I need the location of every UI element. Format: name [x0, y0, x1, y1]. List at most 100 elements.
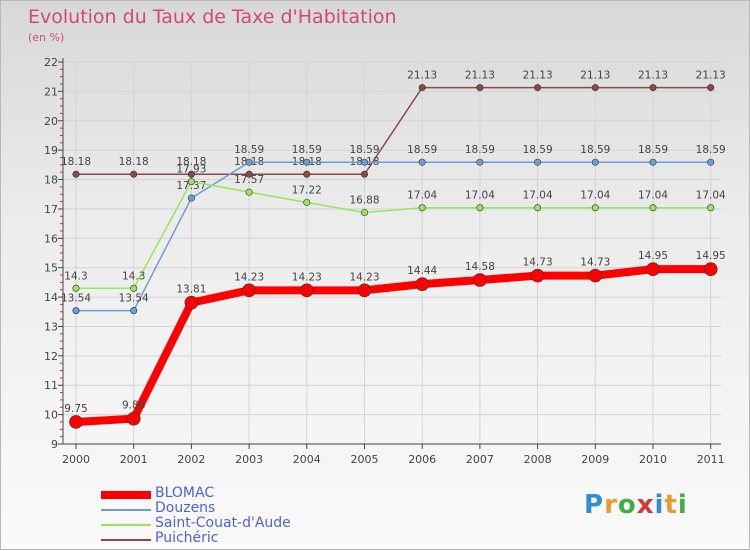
data-point [187, 178, 195, 186]
series-line [76, 180, 711, 290]
data-label: 14.23 [349, 271, 379, 283]
data-label: 14.95 [696, 250, 726, 262]
data-label: 14.23 [234, 271, 264, 283]
data-label: 18.18 [176, 156, 206, 168]
x-tick-label: 2000 [62, 453, 90, 466]
series-saint-couat-d-aude: 14.3 14.3 17.93 17.57 17.22 16.88 17.04 17.04 17… [64, 164, 726, 292]
data-point [591, 204, 599, 212]
data-point [357, 283, 372, 298]
data-point [473, 273, 487, 287]
data-point [476, 204, 484, 212]
data-point [130, 307, 138, 315]
data-point [360, 208, 368, 216]
data-point [707, 84, 715, 92]
data-point [707, 158, 715, 166]
x-tick-label: 2005 [351, 453, 379, 466]
data-point [187, 170, 195, 178]
logo-letter: o [617, 490, 637, 520]
x-tick-label: 2009 [581, 453, 609, 466]
data-label: 17.04 [523, 190, 553, 202]
data-label: 21.13 [407, 70, 437, 82]
data-point [130, 170, 138, 178]
data-point [299, 283, 314, 298]
y-tick-label: 14 [44, 291, 58, 304]
y-tick-label: 10 [44, 409, 58, 422]
data-label: 18.59 [234, 144, 264, 156]
data-point [418, 158, 426, 166]
x-tick-label: 2011 [697, 453, 725, 466]
data-point [245, 188, 253, 196]
y-tick-label: 11 [44, 379, 58, 392]
series-line [75, 265, 711, 426]
logo-letter: i [654, 490, 665, 520]
data-point [534, 84, 542, 92]
y-tick-label: 16 [44, 232, 58, 245]
x-tick-label: 2006 [408, 453, 436, 466]
x-tick-label: 2008 [524, 453, 552, 466]
data-label: 21.13 [580, 70, 610, 82]
data-point [126, 411, 141, 426]
y-tick-label: 13 [44, 320, 58, 333]
data-point [649, 204, 657, 212]
data-point [646, 262, 660, 276]
data-label: 17.04 [465, 190, 495, 202]
data-label: 16.88 [349, 194, 379, 206]
data-label: 14.73 [523, 257, 553, 269]
y-tick-label: 9 [51, 438, 58, 451]
data-point [591, 84, 599, 92]
data-label: 17.04 [696, 190, 726, 202]
data-point [360, 170, 368, 178]
series-puich-ric: 18.1818.1818.1818.1818.1818.1821.1321.13… [61, 70, 726, 178]
data-point [242, 283, 256, 298]
data-label: 18.59 [580, 144, 610, 156]
legend-label: BLOMAC [155, 485, 215, 501]
data-point [69, 415, 83, 429]
legend-label: Saint-Couat-d'Aude [155, 515, 291, 531]
data-label: 18.59 [465, 144, 495, 156]
data-label: 17.04 [407, 190, 437, 202]
y-tick-label: 20 [44, 115, 58, 128]
data-point [130, 284, 138, 292]
x-tick-label: 2007 [466, 453, 494, 466]
data-point [72, 307, 80, 315]
data-label: 18.18 [61, 156, 91, 168]
data-label: 14.44 [407, 265, 437, 277]
series-line [76, 161, 711, 312]
data-point [534, 204, 542, 212]
data-label: 21.13 [696, 70, 726, 82]
data-point [591, 158, 599, 166]
y-tick-label: 22 [44, 56, 58, 69]
data-label: 14.3 [64, 270, 87, 282]
x-tick-label: 2001 [120, 453, 148, 466]
data-point [245, 158, 253, 166]
data-label: 21.13 [465, 70, 495, 82]
data-label: 18.59 [638, 144, 668, 156]
logo-letter: t [664, 490, 678, 520]
legend-label: Puichéric [155, 530, 219, 546]
data-label: 14.95 [638, 250, 668, 262]
data-point [303, 158, 311, 166]
y-tick-label: 15 [44, 262, 58, 275]
logo-letter: r [604, 490, 618, 520]
data-point [703, 262, 718, 276]
data-label: 14.3 [122, 270, 145, 282]
data-label: 18.59 [349, 144, 379, 156]
data-label: 13.81 [176, 284, 206, 296]
logo-letter: P [584, 490, 605, 520]
data-label: 9.75 [64, 403, 87, 415]
legend-swatch [101, 491, 151, 499]
data-label: 18.59 [696, 144, 726, 156]
data-label: 17.57 [234, 174, 264, 186]
data-label: 17.22 [292, 184, 322, 196]
data-label: 18.59 [292, 144, 322, 156]
data-point [415, 277, 430, 291]
legend-swatch [101, 509, 151, 511]
x-tick-label: 2002 [177, 453, 205, 466]
legend-swatch [101, 524, 151, 526]
series-blomac: 9.75 9.86 13.81 14.23 14.23 14.23 14.44 14.58 14… [64, 250, 726, 429]
data-label: 17.04 [638, 190, 668, 202]
legend-label: Douzens [155, 500, 216, 516]
data-point [303, 198, 311, 206]
